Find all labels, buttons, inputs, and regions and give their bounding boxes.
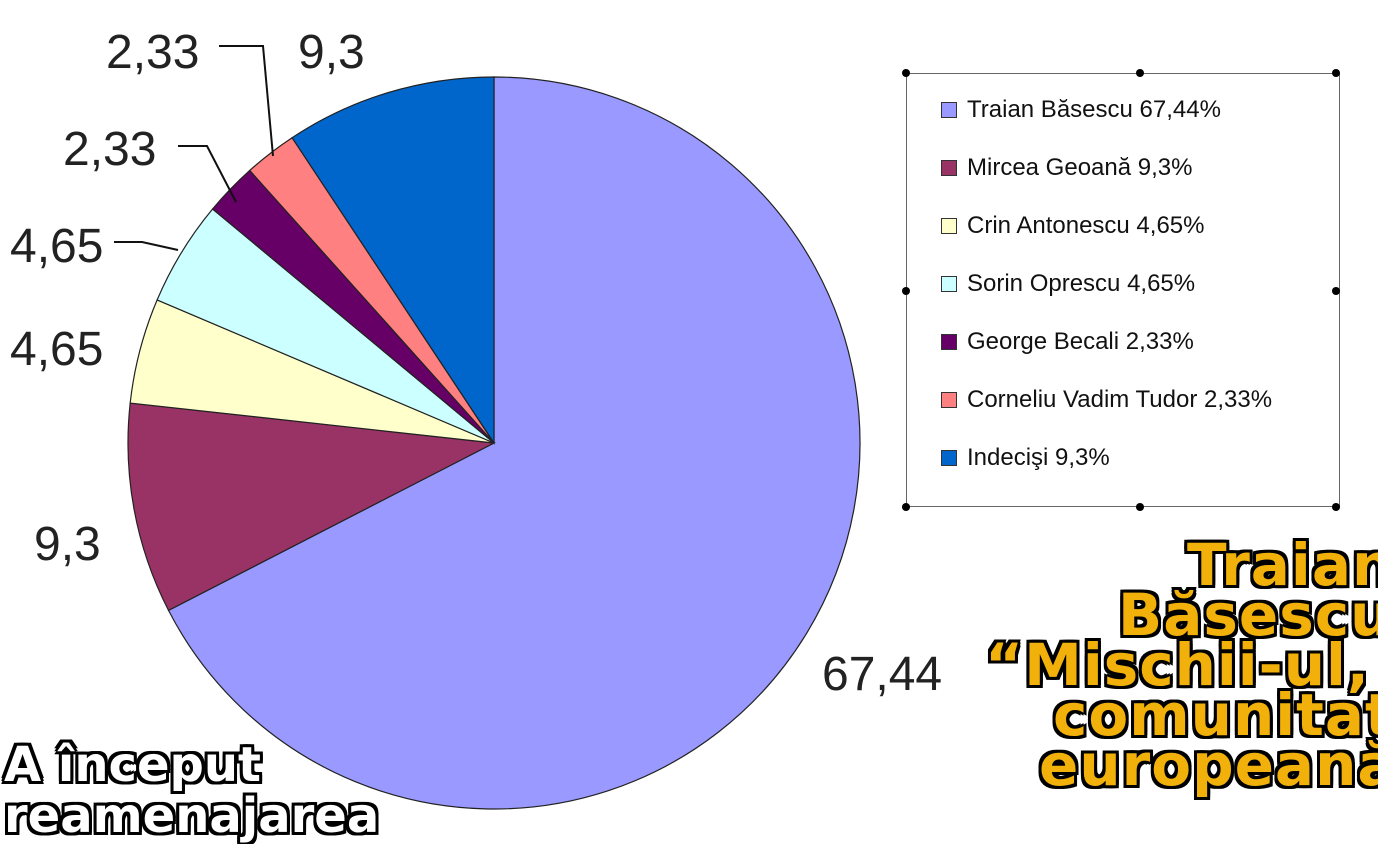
pie-value-label-2: 9,3 <box>34 518 101 571</box>
leader-line-2 <box>178 145 237 203</box>
legend-handle-mid-right[interactable] <box>1332 287 1340 295</box>
pie-leader-lines <box>114 45 274 251</box>
legend-swatch-4 <box>941 276 957 292</box>
leader-line-1 <box>219 45 274 157</box>
legend-item-4: Sorin Oprescu 4,65% <box>941 266 1195 302</box>
legend-label-1: Traian Băsescu 67,44% <box>967 96 1221 123</box>
pie-value-label-6: 2,33 <box>106 26 199 79</box>
legend-swatch-2 <box>941 160 957 176</box>
legend-label-2: Mircea Geoană 9,3% <box>967 154 1193 181</box>
legend-handle-top-right[interactable] <box>1332 69 1340 77</box>
legend-swatch-5 <box>941 334 957 350</box>
bottom-note-line-1: A început <box>4 737 261 793</box>
bottom-note-line-2: reamenajarea <box>4 788 380 844</box>
leader-line-3 <box>114 241 179 251</box>
pie-slice-7 <box>291 76 495 445</box>
legend-item-2: Mircea Geoană 9,3% <box>941 150 1192 186</box>
legend-swatch-3 <box>941 218 957 234</box>
headline-line-5: europeană” <box>1039 731 1378 799</box>
pie-value-label-7: 9,3 <box>298 26 365 79</box>
headline-line-4: comunitate <box>1053 681 1378 749</box>
pie-slice-1 <box>167 76 861 810</box>
headline-line-2: Băsescu: <box>1118 581 1378 649</box>
headline-line-3: “Mischii-ul, o <box>985 631 1378 699</box>
pie-value-label-5: 2,33 <box>63 123 156 176</box>
legend-handle-top-mid[interactable] <box>1136 69 1144 77</box>
pie-value-label-1: 67,44 <box>822 648 942 701</box>
legend-swatch-6 <box>941 392 957 408</box>
legend-item-3: Crin Antonescu 4,65% <box>941 208 1204 244</box>
legend-handle-top-left[interactable] <box>902 69 910 77</box>
pie-value-label-3: 4,65 <box>10 323 103 376</box>
legend-item-5: George Becali 2,33% <box>941 324 1194 360</box>
legend-item-1: Traian Băsescu 67,44% <box>941 92 1221 128</box>
legend-label-4: Sorin Oprescu 4,65% <box>967 270 1196 297</box>
pie-value-labels: 67,44 9,3 4,65 4,65 2,33 2,33 9,3 <box>10 26 942 701</box>
legend-label-3: Crin Antonescu 4,65% <box>967 212 1205 239</box>
pie-value-label-4: 4,65 <box>10 220 103 273</box>
legend-handle-bottom-mid[interactable] <box>1136 503 1144 511</box>
legend-label-5: George Becali 2,33% <box>967 328 1194 355</box>
legend-item-6: Corneliu Vadim Tudor 2,33% <box>941 382 1272 418</box>
headline-line-1: Traian <box>1187 531 1378 599</box>
legend-handle-mid-left[interactable] <box>902 287 910 295</box>
pie-slices <box>127 76 861 810</box>
legend-label-6: Corneliu Vadim Tudor 2,33% <box>967 386 1273 413</box>
legend-label-7: Indecişi 9,3% <box>967 444 1110 471</box>
legend-swatch-7 <box>941 450 957 466</box>
pie-slice-2 <box>127 402 497 612</box>
legend-handle-bottom-left[interactable] <box>902 503 910 511</box>
legend-swatch-1 <box>941 102 957 118</box>
legend-item-7: Indecişi 9,3% <box>941 440 1110 476</box>
chart-legend: Traian Băsescu 67,44% Mircea Geoană 9,3% C… <box>902 69 1340 511</box>
pie-chart: 67,44 9,3 4,65 4,65 2,33 2,33 9,3 <box>10 26 942 810</box>
legend-handle-bottom-right[interactable] <box>1332 503 1340 511</box>
